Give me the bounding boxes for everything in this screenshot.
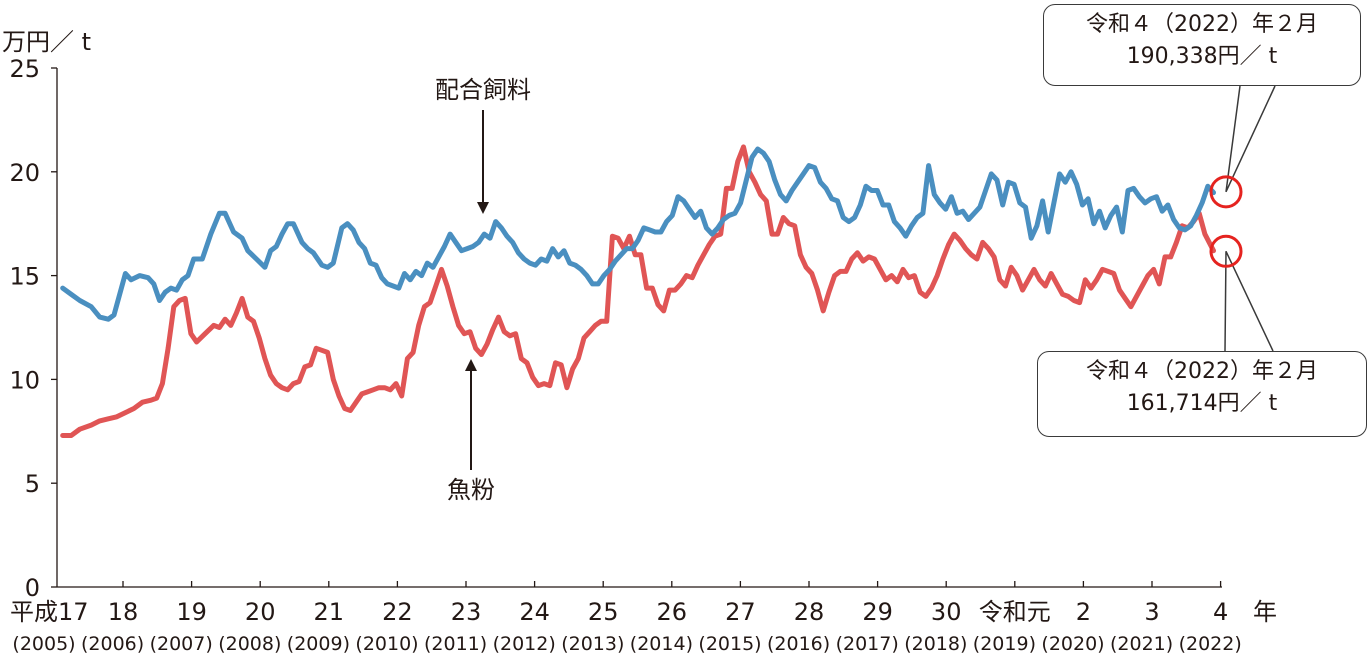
x-tick-sublabel: (2021): [1110, 633, 1173, 655]
y-tick-label: 20: [9, 159, 40, 187]
x-tick-label: 21: [314, 598, 345, 626]
series-line-fishmeal: [60, 144, 1216, 438]
x-tick-label: 令和元: [979, 598, 1051, 626]
highlight-circle-fishmeal: [1209, 234, 1243, 268]
x-tick-sublabel: (2005): [12, 633, 75, 655]
x-tick-sublabel: (2009): [287, 633, 350, 655]
callout-fishmeal: 令和４（2022）年２月 161,714円／ t: [1037, 351, 1367, 437]
x-tick-sublabel: (2013): [561, 633, 624, 655]
callout-fishmeal-pointer: [1224, 250, 1274, 352]
x-tick-sublabel: (2008): [218, 633, 281, 655]
callout-feed-price: 190,338円／ t: [1126, 44, 1278, 69]
callout-fishmeal-price: 161,714円／ t: [1126, 391, 1278, 416]
x-unit-label: 年: [1253, 598, 1277, 626]
y-tick-label: 25: [9, 55, 40, 83]
x-tick-label: 30: [931, 598, 962, 626]
x-tick-label: 19: [176, 598, 207, 626]
series-lines: [60, 144, 1216, 438]
y-unit-label: 万円／ t: [2, 28, 91, 56]
x-tick-label: 28: [794, 598, 825, 626]
x-tick-sublabel: (2020): [1041, 633, 1104, 655]
series-label-fishmeal: 魚粉: [447, 476, 495, 504]
x-tick-sublabel: (2022): [1179, 633, 1242, 655]
x-tick-label: 25: [588, 598, 619, 626]
x-tick-label: 29: [862, 598, 893, 626]
x-tick-label: 23: [451, 598, 482, 626]
x-tick-label: 3: [1144, 598, 1159, 626]
x-tick-label: 22: [382, 598, 413, 626]
x-tick-sublabel: (2016): [767, 633, 830, 655]
x-axis: 平成17 (2005) 18 (2006) 19 (2007) 20 (2008) 21 (200…: [10, 581, 1277, 655]
feed-arrow-head: [477, 202, 489, 214]
callout-feed-date: 令和４（2022）年２月: [1086, 12, 1318, 37]
y-tick-label: 10: [9, 366, 40, 394]
x-tick-sublabel: (2012): [493, 633, 556, 655]
x-tick-sublabel: (2006): [81, 633, 144, 655]
x-tick-label: 平成17: [10, 598, 89, 626]
fishmeal-arrow-head: [465, 359, 477, 371]
x-tick-label: 24: [519, 598, 550, 626]
x-tick-label: 27: [725, 598, 756, 626]
x-tick-sublabel: (2011): [424, 633, 487, 655]
y-tick-label: 15: [9, 263, 40, 291]
x-tick-label: 18: [108, 598, 139, 626]
series-line-feed: [60, 146, 1216, 322]
y-tick-label: 5: [25, 470, 40, 498]
x-tick-sublabel: (2017): [836, 633, 899, 655]
x-tick-label: 4: [1213, 598, 1228, 626]
y-tick-label: 0: [25, 574, 40, 602]
x-tick-sublabel: (2019): [973, 633, 1036, 655]
highlight-circle-feed: [1209, 175, 1243, 209]
x-tick-sublabel: (2018): [904, 633, 967, 655]
callout-feed-pointer: [1225, 85, 1276, 193]
x-tick-sublabel: (2015): [698, 633, 761, 655]
x-tick-sublabel: (2014): [630, 633, 693, 655]
x-tick-sublabel: (2007): [150, 633, 213, 655]
x-tick-label: 2: [1076, 598, 1091, 626]
callout-feed: 令和４（2022）年２月 190,338円／ t: [1043, 4, 1361, 86]
callout-fishmeal-date: 令和４（2022）年２月: [1086, 359, 1318, 384]
x-tick-label: 20: [245, 598, 276, 626]
x-tick-label: 26: [657, 598, 688, 626]
series-label-feed: 配合飼料: [435, 76, 531, 104]
x-tick-sublabel: (2010): [355, 633, 418, 655]
